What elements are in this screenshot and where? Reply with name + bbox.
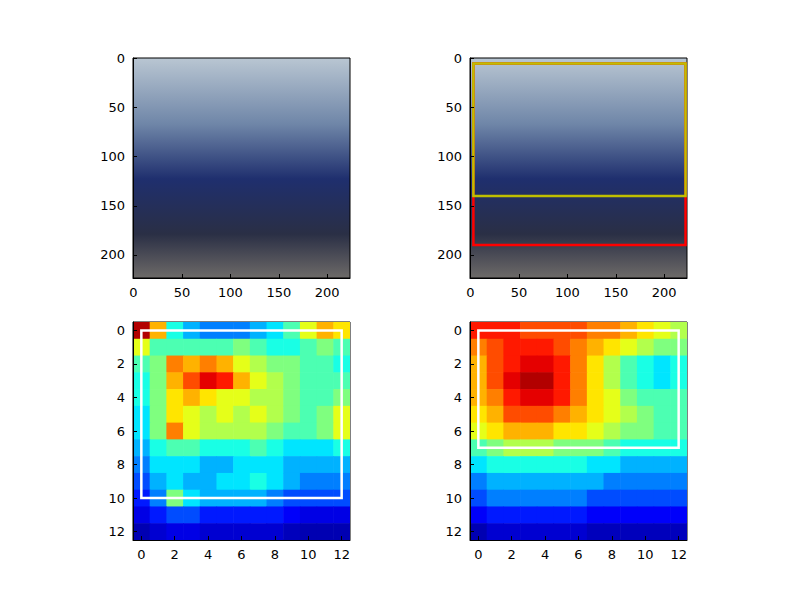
svg-text:100: 100 [437, 149, 462, 164]
svg-text:150: 150 [266, 285, 291, 300]
svg-text:100: 100 [100, 149, 125, 164]
svg-text:2: 2 [508, 547, 516, 562]
svg-text:12: 12 [333, 547, 350, 562]
svg-text:10: 10 [445, 491, 462, 506]
svg-text:50: 50 [108, 100, 125, 115]
svg-text:4: 4 [204, 547, 212, 562]
svg-text:0: 0 [454, 51, 462, 66]
svg-text:8: 8 [454, 457, 462, 472]
svg-text:12: 12 [108, 524, 125, 539]
svg-text:200: 200 [652, 285, 677, 300]
svg-text:10: 10 [108, 491, 125, 506]
svg-text:0: 0 [454, 323, 462, 338]
svg-text:6: 6 [454, 424, 462, 439]
svg-text:2: 2 [171, 547, 179, 562]
svg-text:8: 8 [271, 547, 279, 562]
svg-text:0: 0 [129, 285, 137, 300]
svg-text:100: 100 [555, 285, 580, 300]
svg-text:0: 0 [117, 323, 125, 338]
svg-text:6: 6 [574, 547, 582, 562]
svg-text:50: 50 [174, 285, 191, 300]
svg-text:6: 6 [237, 547, 245, 562]
svg-text:12: 12 [670, 547, 687, 562]
svg-text:8: 8 [117, 457, 125, 472]
svg-text:12: 12 [445, 524, 462, 539]
svg-text:0: 0 [474, 547, 482, 562]
svg-text:0: 0 [466, 285, 474, 300]
svg-text:10: 10 [637, 547, 654, 562]
svg-text:6: 6 [117, 424, 125, 439]
svg-text:4: 4 [454, 390, 462, 405]
svg-text:150: 150 [100, 198, 125, 213]
svg-text:100: 100 [218, 285, 243, 300]
svg-text:200: 200 [315, 285, 340, 300]
svg-text:10: 10 [300, 547, 317, 562]
svg-text:8: 8 [608, 547, 616, 562]
svg-text:150: 150 [603, 285, 628, 300]
svg-text:2: 2 [117, 356, 125, 371]
svg-text:0: 0 [117, 51, 125, 66]
svg-text:4: 4 [117, 390, 125, 405]
svg-text:50: 50 [445, 100, 462, 115]
svg-text:150: 150 [437, 198, 462, 213]
svg-text:200: 200 [437, 247, 462, 262]
svg-text:2: 2 [454, 356, 462, 371]
svg-text:200: 200 [100, 247, 125, 262]
svg-text:0: 0 [137, 547, 145, 562]
svg-text:4: 4 [541, 547, 549, 562]
svg-text:50: 50 [511, 285, 528, 300]
